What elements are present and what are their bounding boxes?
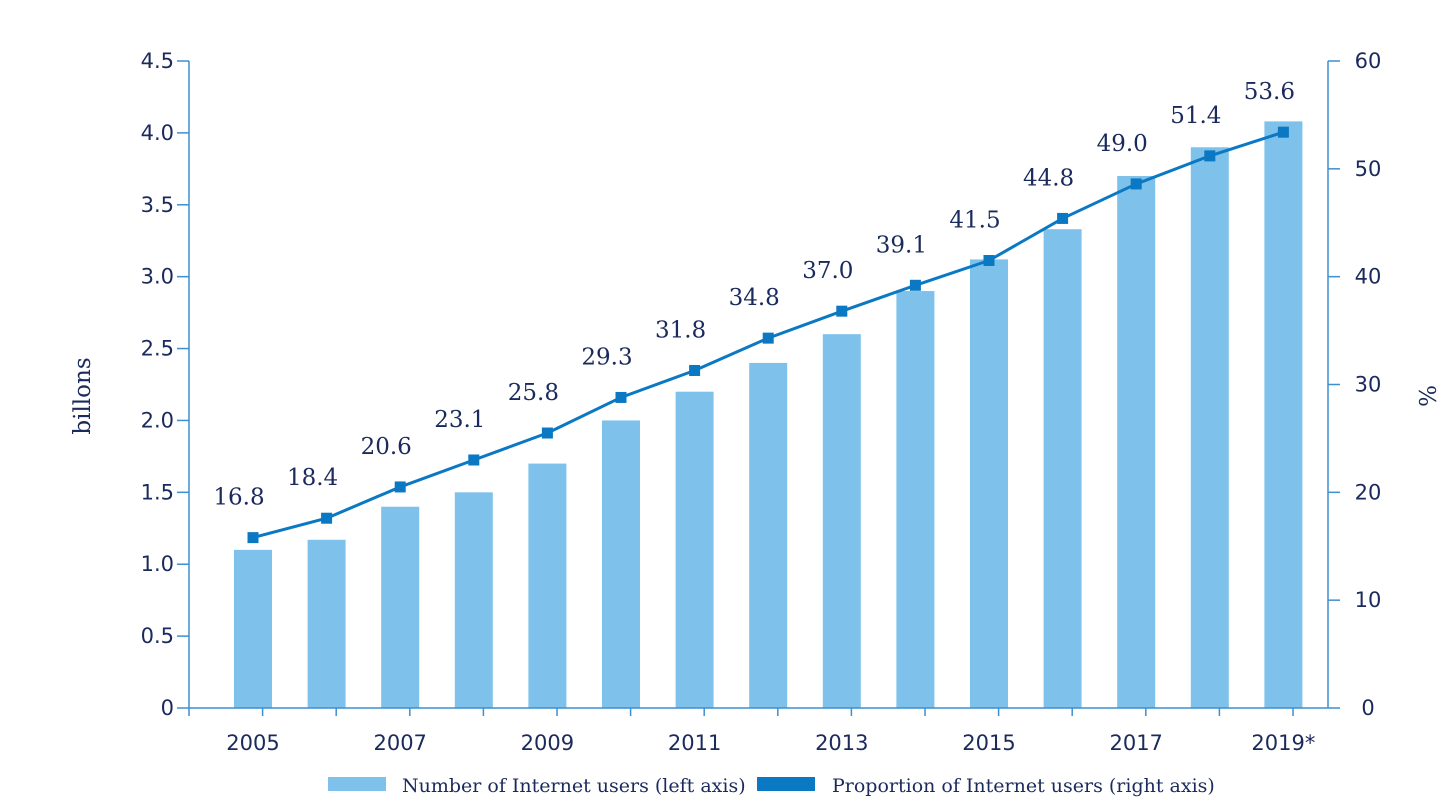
left-tick-label: 1.5 bbox=[141, 480, 174, 504]
data-label: 34.8 bbox=[729, 285, 780, 311]
left-tick-label: 4.5 bbox=[141, 49, 174, 73]
left-tick-label: 0 bbox=[161, 696, 174, 720]
legend-swatch-bars bbox=[328, 777, 386, 791]
x-tick-label: 2013 bbox=[815, 731, 868, 755]
data-label: 16.8 bbox=[213, 485, 264, 511]
data-label: 20.6 bbox=[361, 434, 412, 460]
bar bbox=[822, 334, 861, 708]
line-marker bbox=[247, 532, 259, 544]
x-tick-label: 2011 bbox=[668, 731, 721, 755]
line-marker bbox=[836, 305, 848, 317]
line-marker bbox=[983, 254, 995, 266]
right-axis-label: % bbox=[1416, 385, 1442, 407]
data-label: 53.6 bbox=[1244, 79, 1295, 105]
bar bbox=[234, 549, 272, 708]
bar bbox=[749, 362, 788, 708]
left-tick-label: 2.0 bbox=[141, 408, 174, 432]
bar bbox=[1264, 121, 1303, 709]
bar bbox=[454, 492, 493, 708]
x-tick-label: 2019* bbox=[1251, 731, 1315, 755]
right-tick-label: 40 bbox=[1355, 265, 1382, 289]
bar bbox=[1117, 176, 1156, 708]
legend-swatch-line bbox=[757, 777, 815, 791]
bar bbox=[970, 259, 1008, 708]
right-tick-label: 50 bbox=[1355, 157, 1382, 181]
data-label: 29.3 bbox=[581, 344, 632, 370]
bar-series bbox=[234, 121, 1303, 709]
bar bbox=[602, 420, 640, 708]
bar bbox=[1043, 229, 1082, 708]
left-tick-label: 3.0 bbox=[141, 265, 174, 289]
data-label: 39.1 bbox=[876, 232, 927, 258]
bar bbox=[675, 391, 714, 708]
right-tick-label: 10 bbox=[1355, 588, 1382, 612]
bar bbox=[381, 506, 420, 708]
line-marker bbox=[909, 279, 921, 291]
right-tick-label: 30 bbox=[1355, 373, 1382, 397]
data-labels: 16.8 18.4 20.6 23.1 25.8 29.3 31.8 34.8 37.0 39.1… bbox=[213, 79, 1295, 510]
data-label: 49.0 bbox=[1097, 131, 1148, 157]
line-marker bbox=[468, 454, 480, 466]
data-label: 18.4 bbox=[287, 465, 338, 491]
x-tick-label: 2009 bbox=[521, 731, 574, 755]
tick-labels: 0 0.5 1.0 1.5 2.0 2.5 3.0 3.5 4.0 4.5 0 10 20 30 40 50 6… bbox=[141, 49, 1382, 755]
data-label: 44.8 bbox=[1023, 165, 1074, 191]
legend: Number of Internet users (left axis) Pro… bbox=[328, 775, 1215, 797]
x-tick-label: 2015 bbox=[962, 731, 1015, 755]
left-tick-label: 2.5 bbox=[141, 337, 174, 361]
line-marker bbox=[541, 427, 553, 439]
data-label: 51.4 bbox=[1170, 103, 1221, 129]
bar bbox=[528, 463, 567, 708]
line-marker bbox=[1277, 126, 1289, 138]
bar bbox=[896, 291, 935, 708]
data-label: 41.5 bbox=[949, 207, 1000, 233]
line-marker bbox=[762, 332, 774, 344]
right-tick-label: 60 bbox=[1355, 49, 1382, 73]
data-label: 23.1 bbox=[434, 407, 485, 433]
data-label: 25.8 bbox=[508, 380, 559, 406]
data-label: 31.8 bbox=[655, 317, 706, 343]
legend-label-line: Proportion of Internet users (right axis… bbox=[832, 775, 1215, 797]
right-tick-label: 20 bbox=[1355, 480, 1382, 504]
line-marker bbox=[1057, 212, 1069, 224]
line-marker bbox=[1130, 178, 1142, 190]
left-tick-label: 4.0 bbox=[141, 121, 174, 145]
left-axis-label: billons bbox=[70, 357, 96, 434]
left-tick-label: 3.5 bbox=[141, 193, 174, 217]
left-tick-label: 0.5 bbox=[141, 624, 174, 648]
bar bbox=[1190, 147, 1229, 708]
data-label: 37.0 bbox=[802, 258, 853, 284]
right-tick-label: 0 bbox=[1361, 696, 1374, 720]
line-marker bbox=[394, 481, 406, 493]
line-marker bbox=[321, 512, 333, 524]
bar bbox=[307, 539, 346, 708]
line-series bbox=[247, 126, 1289, 544]
left-tick-label: 1.0 bbox=[141, 552, 174, 576]
x-tick-label: 2017 bbox=[1109, 731, 1162, 755]
axes bbox=[177, 60, 1340, 716]
line-marker bbox=[615, 391, 627, 403]
legend-label-bars: Number of Internet users (left axis) bbox=[402, 775, 746, 797]
line-marker bbox=[1204, 150, 1216, 162]
x-tick-label: 2007 bbox=[373, 731, 426, 755]
x-tick-label: 2005 bbox=[226, 731, 279, 755]
line-marker bbox=[689, 364, 701, 376]
